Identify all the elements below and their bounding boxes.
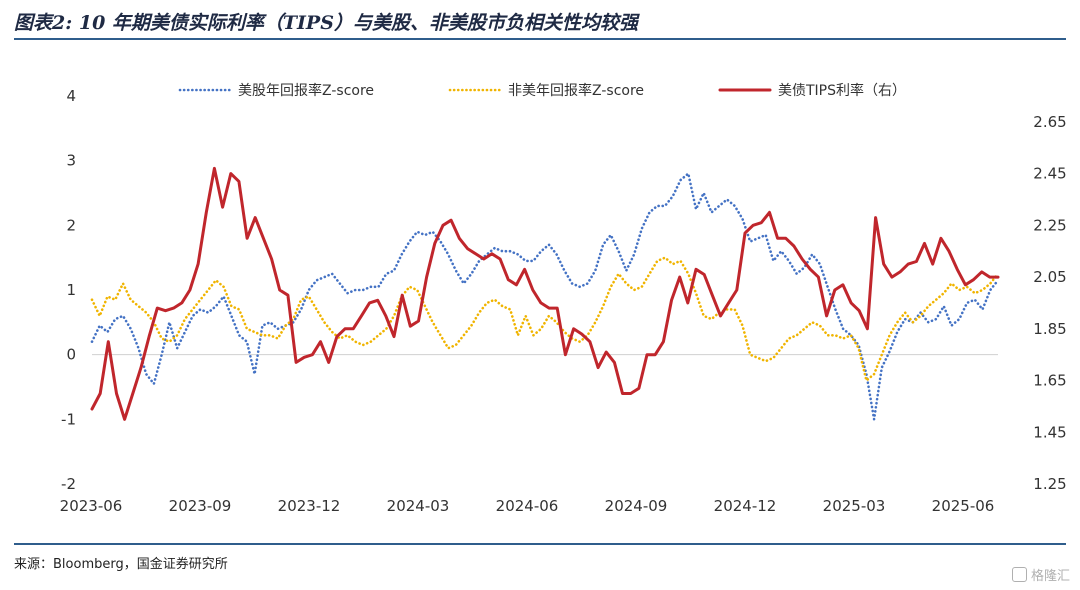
left-y-tick-label: 2 [66, 216, 76, 234]
legend: 美股年回报率Z-score 非美年回报率Z-score 美债TIPS利率（右） [178, 82, 906, 99]
right-y-tick-label: 1.45 [1033, 423, 1066, 441]
legend-label: 美债TIPS利率（右） [778, 82, 906, 99]
right-y-tick-label: 1.25 [1033, 475, 1066, 493]
x-tick-label: 2024-03 [387, 497, 450, 515]
footer-divider [14, 543, 1066, 545]
right-y-tick-label: 1.65 [1033, 372, 1066, 390]
x-tick-label: 2024-06 [496, 497, 559, 515]
x-tick-label: 2023-09 [169, 497, 232, 515]
x-tick-label: 2024-09 [605, 497, 668, 515]
right-y-tick-label: 1.85 [1033, 320, 1066, 338]
series-line-1 [90, 172, 1000, 421]
left-y-axis: -2 -1 0 1 2 3 4 [61, 87, 76, 493]
x-tick-label: 2023-06 [60, 497, 123, 515]
x-tick-label: 2023-12 [278, 497, 341, 515]
series-line-3 [90, 166, 1000, 421]
right-y-tick-label: 2.45 [1033, 165, 1066, 183]
right-y-tick-label: 2.05 [1033, 268, 1066, 286]
watermark-text: 格隆汇 [1030, 569, 1070, 584]
x-tick-label: 2025-06 [932, 497, 995, 515]
left-y-tick-label: 0 [66, 346, 76, 364]
right-y-tick-label: 2.65 [1033, 113, 1066, 131]
left-y-tick-label: 3 [66, 152, 76, 170]
right-y-axis: 1.25 1.45 1.65 1.85 2.05 2.25 2.45 2.65 [1033, 113, 1066, 493]
watermark-logo-icon [1011, 567, 1027, 582]
x-axis: 2023-06 2023-09 2023-12 2024-03 2024-06 2024-… [60, 497, 995, 515]
watermark: 格隆汇 [1011, 565, 1070, 584]
title-divider [14, 38, 1066, 40]
left-y-tick-label: -1 [61, 410, 76, 428]
x-tick-label: 2024-12 [714, 497, 777, 515]
source-note: 来源：Bloomberg，国金证券研究所 [14, 557, 228, 572]
x-tick-label: 2025-03 [823, 497, 886, 515]
legend-label: 非美年回报率Z-score [508, 82, 644, 99]
series-line-2 [90, 256, 1000, 382]
line-chart: 美股年回报率Z-score 非美年回报率Z-score 美债TIPS利率（右） -2… [60, 82, 1067, 515]
left-y-tick-label: -2 [61, 475, 76, 493]
legend-label: 美股年回报率Z-score [238, 82, 374, 99]
plot-area [90, 166, 1000, 421]
left-y-tick-label: 4 [66, 87, 76, 105]
right-y-tick-label: 2.25 [1033, 216, 1066, 234]
left-y-tick-label: 1 [66, 281, 76, 299]
chart-title: 图表2: 10 年期美债实际利率（TIPS）与美股、非美股市负相关性均较强 [14, 12, 638, 34]
